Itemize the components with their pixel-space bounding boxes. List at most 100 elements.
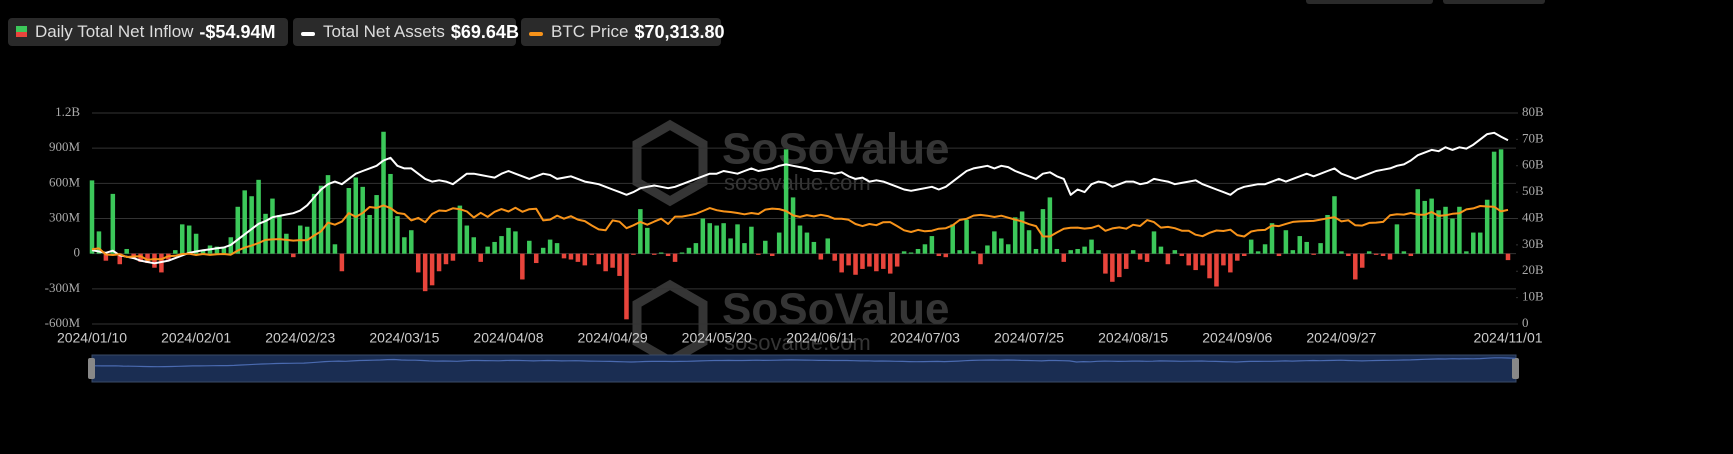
bar xyxy=(304,226,310,254)
bar xyxy=(492,241,497,254)
bar xyxy=(832,253,837,261)
bar xyxy=(1151,231,1157,254)
bar xyxy=(679,252,685,254)
bar xyxy=(1047,197,1053,254)
y2-tick-label: 10B xyxy=(1522,289,1544,304)
bar xyxy=(381,131,386,254)
legend-item[interactable]: Total Net Assets $69.64B xyxy=(293,18,519,46)
bar xyxy=(797,225,803,254)
bar xyxy=(1165,253,1171,265)
bar xyxy=(506,227,511,254)
bar xyxy=(804,232,810,254)
x-tick-label: 2024/04/29 xyxy=(578,330,648,346)
bar xyxy=(1304,241,1309,254)
bar xyxy=(1450,218,1455,254)
bar xyxy=(603,253,608,272)
bar xyxy=(1158,246,1164,254)
bar xyxy=(533,253,539,264)
bar xyxy=(124,248,129,254)
bar xyxy=(1443,206,1448,254)
bar xyxy=(922,244,928,254)
legend-icon xyxy=(16,22,27,42)
bar xyxy=(450,253,456,261)
y2-tick-label: 40B xyxy=(1522,209,1544,224)
bar xyxy=(610,253,615,268)
bar xyxy=(145,253,150,264)
button[interactable] xyxy=(1443,0,1545,4)
bar xyxy=(672,253,678,262)
bar xyxy=(179,224,185,254)
bar xyxy=(617,253,622,276)
bar xyxy=(256,179,261,254)
bar xyxy=(402,237,407,254)
bar xyxy=(853,253,858,275)
bar xyxy=(568,253,574,260)
bar xyxy=(436,253,442,272)
bar xyxy=(388,173,393,254)
x-tick-label: 2024/06/11 xyxy=(786,330,855,346)
y-tick-label: 300M xyxy=(49,209,81,224)
bar xyxy=(1408,253,1414,257)
navigator-handle[interactable] xyxy=(88,358,95,379)
navigator[interactable] xyxy=(91,354,1517,383)
bar xyxy=(1026,230,1032,254)
bar xyxy=(742,243,747,254)
bar xyxy=(651,253,657,255)
bar xyxy=(707,223,713,254)
watermark-brand: SoSoValue xyxy=(722,125,949,174)
bar xyxy=(1117,253,1122,278)
legend-item[interactable]: BTC Price $70,313.80 xyxy=(521,18,725,46)
bar xyxy=(957,250,962,254)
y2-tick-label: 0 xyxy=(1522,315,1529,330)
line xyxy=(91,204,1509,261)
x-tick-label: 2024/05/20 xyxy=(682,330,752,346)
x-tick-label: 2024/07/03 xyxy=(890,330,960,346)
y-tick-label: 1.2B xyxy=(55,104,80,119)
bar xyxy=(1366,251,1372,254)
bar xyxy=(339,253,345,272)
bar xyxy=(527,240,532,254)
watermark-brand: SoSoValue xyxy=(722,285,949,334)
bar xyxy=(1311,253,1316,255)
bar xyxy=(929,236,935,254)
bar xyxy=(221,247,227,254)
bar xyxy=(638,209,643,254)
bar xyxy=(1491,151,1497,254)
bar xyxy=(1089,239,1094,254)
bar xyxy=(908,252,914,254)
bar xyxy=(1498,149,1504,254)
bar xyxy=(117,253,123,265)
button[interactable] xyxy=(1306,0,1433,4)
bar xyxy=(1477,232,1483,254)
bar xyxy=(242,190,247,254)
bar xyxy=(520,253,525,280)
bar xyxy=(790,197,796,254)
bar xyxy=(596,253,601,265)
bar xyxy=(1179,253,1185,257)
bar xyxy=(353,177,359,254)
bar xyxy=(735,224,740,254)
bar xyxy=(270,198,275,254)
bar xyxy=(1290,250,1296,254)
bar xyxy=(1186,253,1191,266)
bar xyxy=(96,231,102,254)
bar xyxy=(471,237,477,254)
bar xyxy=(1130,250,1136,254)
watermark: SoSoValue sosovalue.com SoSoValue sosova… xyxy=(632,119,949,367)
bar xyxy=(1221,253,1226,266)
y2-tick-label: 20B xyxy=(1522,262,1544,277)
bar xyxy=(811,241,817,254)
y2-tick-label: 70B xyxy=(1522,130,1544,145)
legend-item[interactable]: Daily Total Net Inflow -$54.94M xyxy=(8,18,288,46)
bar xyxy=(964,219,969,254)
x-tick-label: 2024/08/15 xyxy=(1098,330,1168,346)
bar xyxy=(575,253,581,262)
bar xyxy=(1207,253,1212,279)
bar xyxy=(200,250,206,254)
bar xyxy=(1346,253,1351,257)
navigator-handle[interactable] xyxy=(1512,358,1519,379)
bar xyxy=(1235,253,1240,261)
bar xyxy=(978,253,983,265)
bar xyxy=(1436,210,1441,254)
